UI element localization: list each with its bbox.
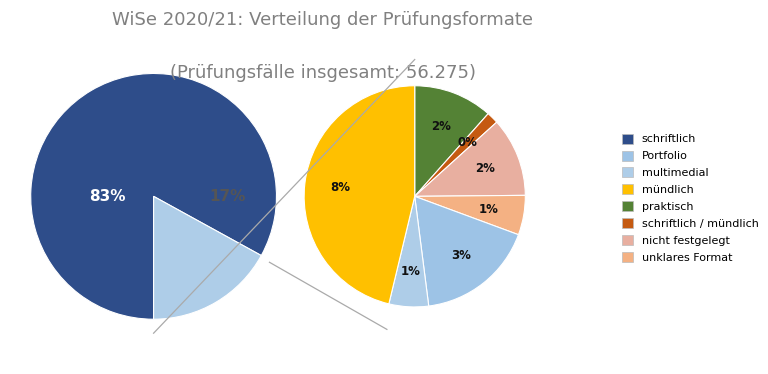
Text: 2%: 2% xyxy=(475,162,495,175)
Wedge shape xyxy=(389,196,429,307)
Text: 2%: 2% xyxy=(432,120,452,132)
Wedge shape xyxy=(31,73,276,319)
Wedge shape xyxy=(415,195,525,235)
Text: (Prüfungsfälle insgesamt: 56.275): (Prüfungsfälle insgesamt: 56.275) xyxy=(170,64,475,82)
Text: 83%: 83% xyxy=(88,189,125,204)
Wedge shape xyxy=(304,86,415,304)
Wedge shape xyxy=(415,122,525,196)
Text: 8%: 8% xyxy=(330,181,350,194)
Legend: schriftlich, Portfolio, multimedial, mündlich, praktisch, schriftlich / mündlich: schriftlich, Portfolio, multimedial, mün… xyxy=(622,134,759,263)
Wedge shape xyxy=(415,86,488,196)
Text: 0%: 0% xyxy=(458,137,478,150)
Text: 17%: 17% xyxy=(209,189,246,204)
Text: 1%: 1% xyxy=(401,265,421,278)
Wedge shape xyxy=(415,196,518,306)
Wedge shape xyxy=(154,196,261,319)
Wedge shape xyxy=(415,114,497,196)
Text: 3%: 3% xyxy=(452,249,472,262)
Text: 1%: 1% xyxy=(479,203,498,216)
Text: WiSe 2020/21: Verteilung der Prüfungsformate: WiSe 2020/21: Verteilung der Prüfungsfor… xyxy=(112,11,533,29)
